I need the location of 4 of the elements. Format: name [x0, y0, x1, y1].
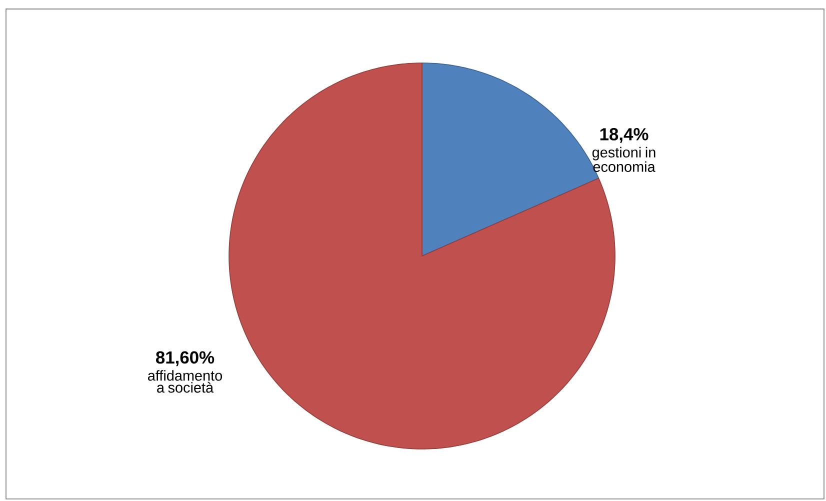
data-label: 81,60% [156, 351, 214, 366]
slice-label: affidamento a società [148, 370, 222, 393]
data-label: 18,4% [600, 128, 648, 143]
slice-label: gestioni in economia [592, 146, 656, 172]
